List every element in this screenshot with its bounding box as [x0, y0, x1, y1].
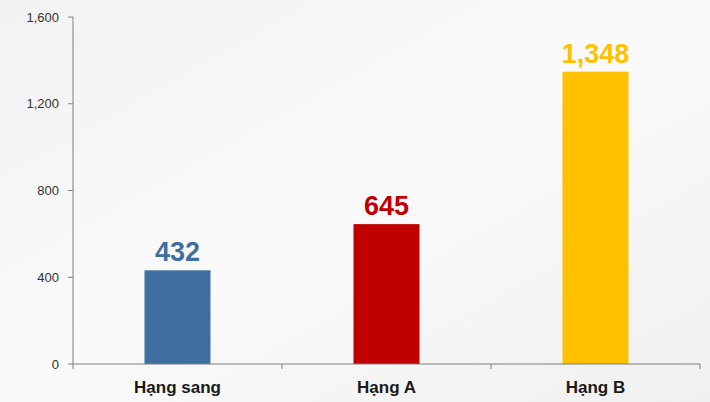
x-tick-label: Hạng A [357, 378, 416, 397]
bar [354, 224, 420, 364]
bar [145, 270, 211, 364]
y-tick-label: 800 [37, 183, 59, 198]
x-axis-line [73, 364, 700, 365]
x-tick [282, 364, 283, 369]
y-tick-label: 400 [37, 270, 59, 285]
x-tick [73, 364, 74, 369]
y-tick-label: 1,600 [26, 10, 59, 25]
x-tick [491, 364, 492, 369]
y-tick [68, 17, 73, 18]
bar [563, 72, 629, 364]
data-label: 432 [155, 237, 200, 267]
y-tick-label: 1,200 [26, 96, 59, 111]
y-tick-label: 0 [52, 357, 59, 372]
x-tick [700, 364, 701, 369]
y-tick [68, 364, 73, 365]
y-tick [68, 103, 73, 104]
data-label: 645 [364, 191, 409, 221]
y-tick [68, 277, 73, 278]
x-tick-label: Hạng B [566, 378, 626, 397]
y-tick [68, 190, 73, 191]
x-tick-label: Hạng sang [134, 378, 221, 397]
bars [145, 72, 629, 364]
background [0, 0, 710, 402]
chart: 0 400 800 1,200 1,600 Hạng sang Hạng A Hạng B 43… [0, 0, 710, 402]
data-label: 1,348 [562, 39, 630, 69]
